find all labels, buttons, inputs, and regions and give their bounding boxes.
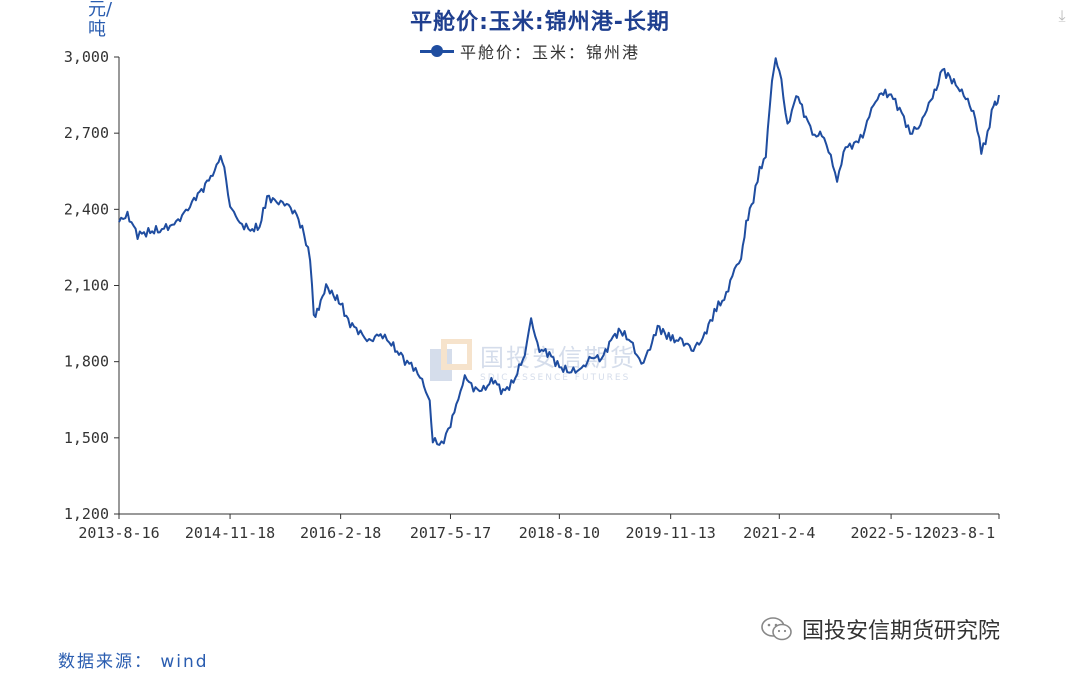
data-source: 数据来源： wind bbox=[58, 652, 209, 672]
x-tick-label: 2014-11-18 bbox=[185, 524, 275, 542]
chart-title: 平舱价:玉米:锦州港-长期 bbox=[410, 10, 670, 35]
x-tick-label: 2022-5-12 bbox=[850, 524, 931, 542]
y-tick-label: 1,500 bbox=[64, 429, 109, 447]
y-tick-label: 2,400 bbox=[64, 200, 109, 218]
legend-swatch bbox=[420, 44, 454, 58]
watermark-en: SDIC ESSENCE FUTURES bbox=[480, 373, 631, 383]
y-tick-label: 1,800 bbox=[64, 353, 109, 371]
legend-label: 平舱价：玉米：锦州港 bbox=[460, 43, 641, 62]
y-tick-label: 2,700 bbox=[64, 124, 109, 142]
x-tick-label: 2017-5-17 bbox=[410, 524, 491, 542]
y-tick-label: 3,000 bbox=[64, 48, 109, 66]
x-tick-label: 2019-11-13 bbox=[626, 524, 716, 542]
brand-name: 国投安信期货研究院 bbox=[802, 619, 1001, 644]
y-tick-label: 1,200 bbox=[64, 505, 109, 523]
legend[interactable]: 平舱价：玉米：锦州港 bbox=[420, 40, 640, 62]
y-axis-unit: 元/吨 bbox=[88, 0, 113, 40]
series-line bbox=[118, 57, 1000, 446]
x-tick-label: 2013-8-16 bbox=[78, 524, 159, 542]
y-tick-label: 2,100 bbox=[64, 277, 109, 295]
wechat-icon bbox=[761, 617, 792, 641]
x-tick-label: 2016-2-18 bbox=[300, 524, 381, 542]
x-tick-label: 2023-8-1 bbox=[923, 524, 995, 542]
x-tick-label: 2018-8-10 bbox=[519, 524, 600, 542]
x-tick-label: 2021-2-4 bbox=[743, 524, 815, 542]
download-icon[interactable]: ⤓ bbox=[1058, 6, 1066, 25]
watermark-logo-icon bbox=[430, 338, 472, 381]
brand: 国投安信期货研究院 bbox=[760, 613, 1000, 645]
